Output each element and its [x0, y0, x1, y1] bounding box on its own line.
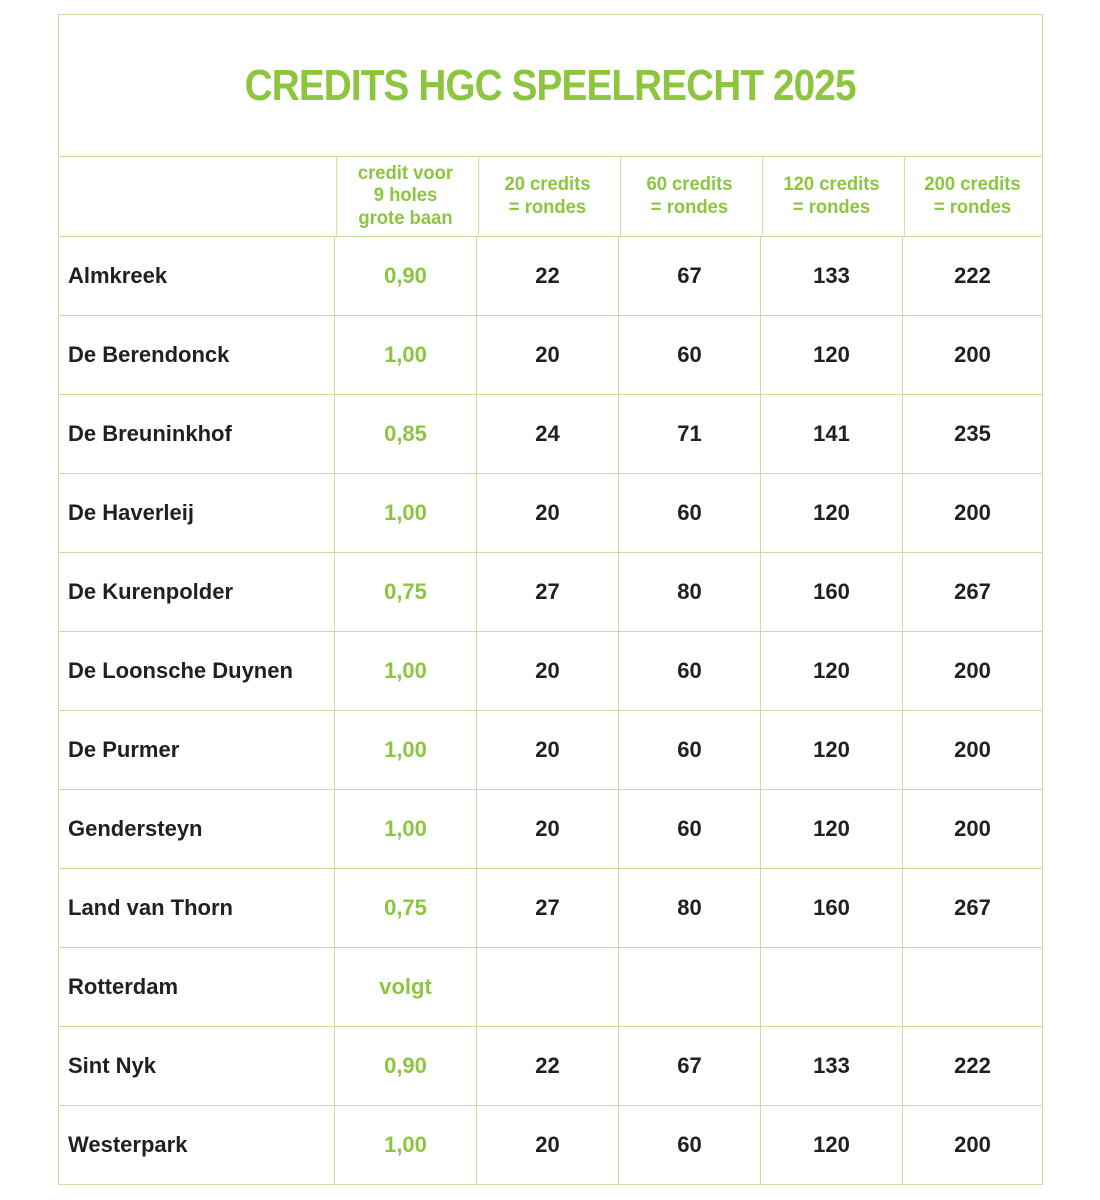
rondes-60-value: 67 [618, 1027, 760, 1105]
page-title: CREDITS HGC SPEELRECHT 2025 [245, 60, 857, 110]
row-name: De Kurenpolder [68, 579, 234, 604]
header-200-credits: 200 credits = rondes [904, 157, 1040, 236]
rondes-200-value: 200 [902, 632, 1042, 710]
header-credit-9holes: credit voor 9 holes grote baan [336, 157, 474, 236]
rondes-60-value: 71 [618, 395, 760, 473]
table-row: De Kurenpolder 0,75 27 80 160 267 [59, 552, 1042, 631]
row-name: De Loonsche Duynen [68, 658, 293, 683]
rondes-200-value [902, 948, 1042, 1026]
rondes-60-value [618, 948, 760, 1026]
rondes-120-value: 141 [760, 395, 902, 473]
table-row: De Loonsche Duynen 1,00 20 60 120 200 [59, 631, 1042, 710]
credit-value: 1,00 [334, 474, 476, 552]
row-name: Sint Nyk [68, 1053, 157, 1078]
table-row: Sint Nyk 0,90 22 67 133 222 [59, 1026, 1042, 1105]
rondes-120-value: 120 [760, 474, 902, 552]
row-name: De Haverleij [68, 500, 194, 525]
rondes-20-value: 27 [476, 553, 618, 631]
table-row: Land van Thorn 0,75 27 80 160 267 [59, 868, 1042, 947]
rondes-200-value: 200 [902, 711, 1042, 789]
rondes-20-value [476, 948, 618, 1026]
row-name: Almkreek [68, 263, 168, 288]
table-row: De Haverleij 1,00 20 60 120 200 [59, 473, 1042, 552]
header-120-credits: 120 credits = rondes [762, 157, 900, 236]
rondes-200-value: 200 [902, 316, 1042, 394]
row-name: Westerpark [68, 1132, 188, 1157]
credits-table: CREDITS HGC SPEELRECHT 2025 credit voor … [58, 14, 1043, 1185]
rondes-200-value: 267 [902, 869, 1042, 947]
table-row: De Purmer 1,00 20 60 120 200 [59, 710, 1042, 789]
credit-value: 0,90 [334, 1027, 476, 1105]
credit-value: 1,00 [334, 790, 476, 868]
rondes-120-value [760, 948, 902, 1026]
credit-value: 1,00 [334, 316, 476, 394]
rondes-120-value: 120 [760, 711, 902, 789]
row-name: De Breuninkhof [68, 421, 232, 446]
rondes-200-value: 200 [902, 474, 1042, 552]
table-row: Westerpark 1,00 20 60 120 200 [59, 1105, 1042, 1184]
rondes-60-value: 80 [618, 553, 760, 631]
credit-value: 0,85 [334, 395, 476, 473]
rondes-20-value: 27 [476, 869, 618, 947]
rondes-120-value: 120 [760, 790, 902, 868]
rondes-20-value: 20 [476, 1106, 618, 1184]
rondes-20-value: 20 [476, 474, 618, 552]
header-course-column [63, 157, 330, 236]
table-header-row: credit voor 9 holes grote baan 20 credit… [59, 156, 1042, 236]
credit-value: 0,75 [334, 553, 476, 631]
credit-value: 1,00 [334, 1106, 476, 1184]
rondes-20-value: 20 [476, 711, 618, 789]
rondes-20-value: 22 [476, 237, 618, 315]
rondes-200-value: 267 [902, 553, 1042, 631]
table-row: De Berendonck 1,00 20 60 120 200 [59, 315, 1042, 394]
rondes-120-value: 120 [760, 632, 902, 710]
rondes-60-value: 80 [618, 869, 760, 947]
rondes-200-value: 222 [902, 1027, 1042, 1105]
rondes-120-value: 120 [760, 1106, 902, 1184]
rondes-60-value: 60 [618, 711, 760, 789]
credit-value: 1,00 [334, 632, 476, 710]
rondes-120-value: 160 [760, 553, 902, 631]
header-60-credits: 60 credits = rondes [620, 157, 758, 236]
rondes-120-value: 120 [760, 316, 902, 394]
row-name: De Purmer [68, 737, 180, 762]
credit-value: 0,90 [334, 237, 476, 315]
table-row: Rotterdam volgt [59, 947, 1042, 1026]
rondes-60-value: 60 [618, 1106, 760, 1184]
rondes-20-value: 22 [476, 1027, 618, 1105]
credit-value: volgt [334, 948, 476, 1026]
rondes-120-value: 133 [760, 237, 902, 315]
rondes-60-value: 60 [618, 474, 760, 552]
title-band: CREDITS HGC SPEELRECHT 2025 [59, 15, 1042, 156]
row-name: Land van Thorn [68, 895, 233, 920]
credit-value: 0,75 [334, 869, 476, 947]
rondes-200-value: 200 [902, 790, 1042, 868]
table-row: Gendersteyn 1,00 20 60 120 200 [59, 789, 1042, 868]
rondes-20-value: 20 [476, 316, 618, 394]
rondes-120-value: 160 [760, 869, 902, 947]
row-name: Gendersteyn [68, 816, 203, 841]
rondes-60-value: 67 [618, 237, 760, 315]
rondes-200-value: 222 [902, 237, 1042, 315]
rondes-20-value: 24 [476, 395, 618, 473]
table-row: De Breuninkhof 0,85 24 71 141 235 [59, 394, 1042, 473]
row-name: Rotterdam [68, 974, 179, 999]
rondes-60-value: 60 [618, 632, 760, 710]
rondes-60-value: 60 [618, 790, 760, 868]
header-20-credits: 20 credits = rondes [478, 157, 616, 236]
rondes-20-value: 20 [476, 790, 618, 868]
row-name: De Berendonck [68, 342, 230, 367]
rondes-200-value: 235 [902, 395, 1042, 473]
credit-value: 1,00 [334, 711, 476, 789]
rondes-120-value: 133 [760, 1027, 902, 1105]
rondes-60-value: 60 [618, 316, 760, 394]
table-row: Almkreek 0,90 22 67 133 222 [59, 236, 1042, 315]
rondes-20-value: 20 [476, 632, 618, 710]
rondes-200-value: 200 [902, 1106, 1042, 1184]
